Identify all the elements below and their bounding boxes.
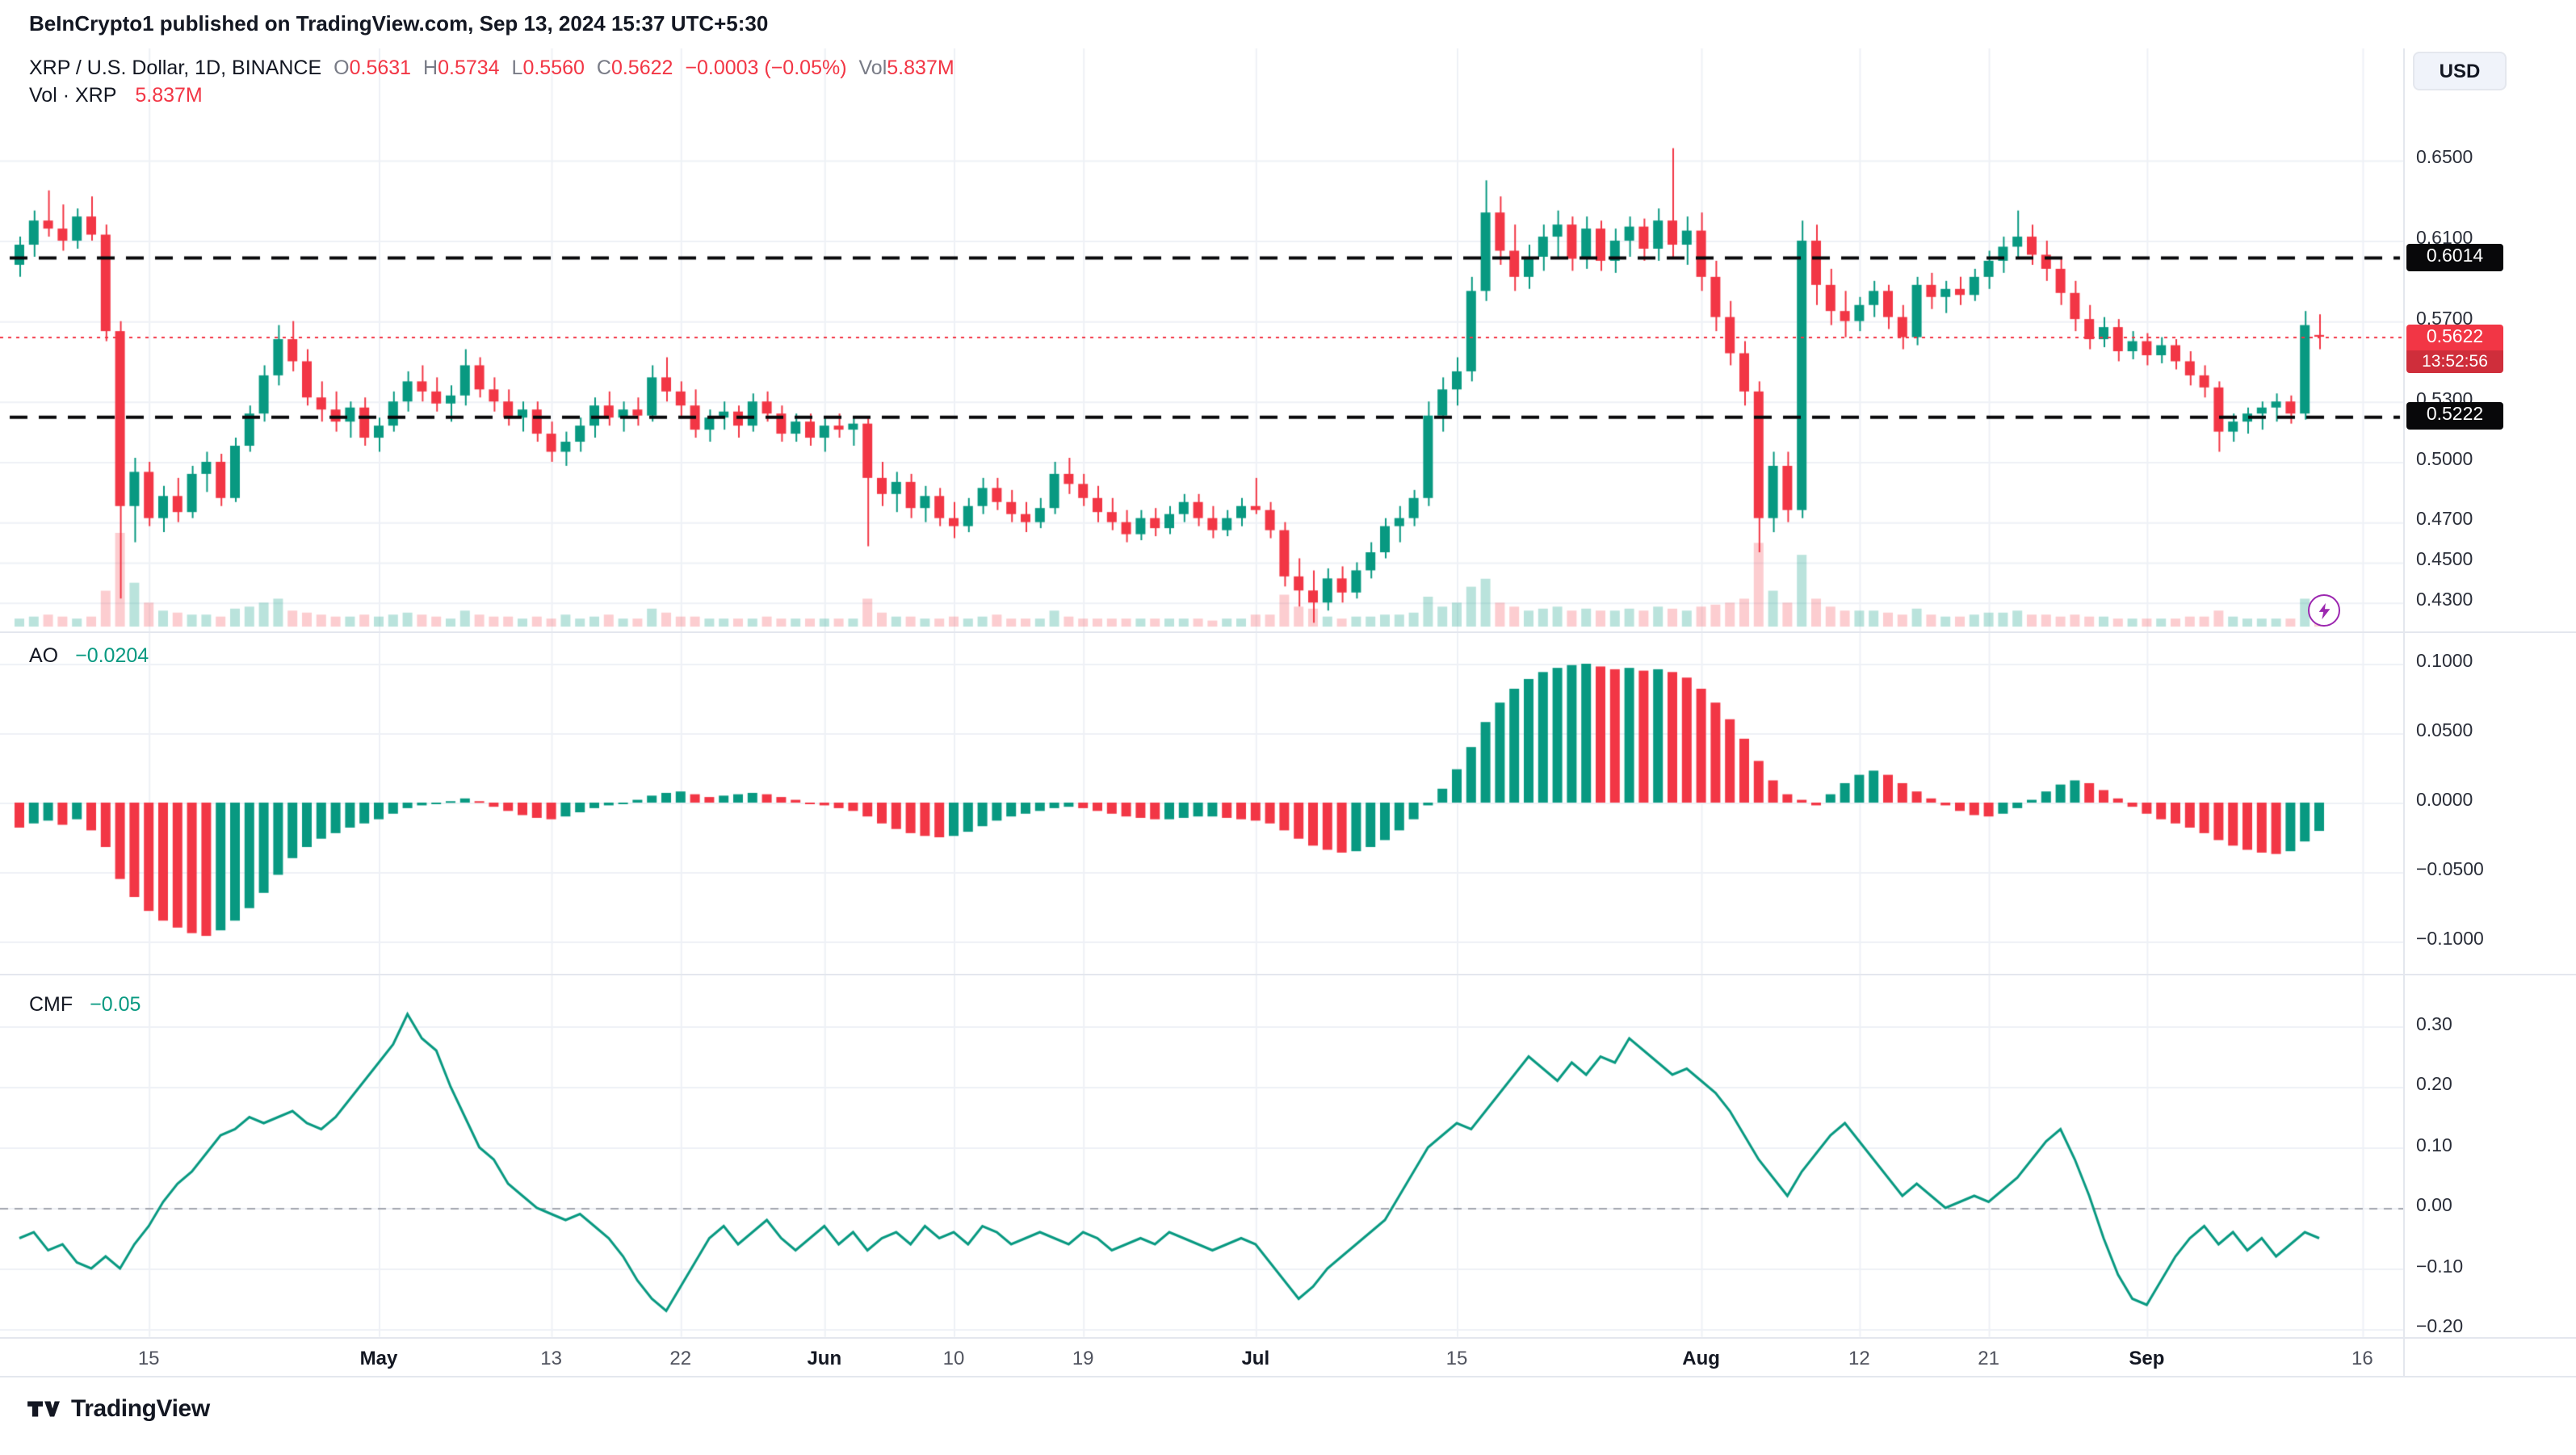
cmf-tick-label: −0.10 [2416, 1257, 2464, 1277]
price-tick-label: 0.4700 [2416, 510, 2473, 530]
time-tick-month: Jun [807, 1347, 842, 1369]
lightning-bolt-icon [2318, 602, 2330, 619]
currency-toggle-button[interactable]: USD [2413, 52, 2507, 90]
time-tick-day: 15 [137, 1347, 160, 1369]
price-tick-label: 0.5000 [2416, 450, 2473, 470]
symbol-title[interactable]: XRP / U.S. Dollar, 1D, BINANCE [29, 57, 322, 79]
ao-tick-label: −0.1000 [2416, 930, 2484, 950]
level-price-badge: 0.6014 [2406, 243, 2503, 271]
time-tick-day: 19 [1072, 1347, 1094, 1369]
close-label: C [596, 57, 611, 79]
cmf-tick-label: 0.30 [2416, 1015, 2452, 1034]
cmf-tick-label: 0.00 [2416, 1197, 2452, 1216]
price-tick-label: 0.4500 [2416, 551, 2473, 571]
time-tick-day: 12 [1848, 1347, 1870, 1369]
price-chart-canvas[interactable] [0, 48, 2403, 1376]
change-value: −0.0003 (−0.05%) [685, 57, 847, 79]
ao-tick-label: 0.0000 [2416, 791, 2473, 811]
ao-indicator-name[interactable]: AO [29, 644, 59, 667]
time-tick-day: 10 [942, 1347, 965, 1369]
time-tick-day: 21 [1978, 1347, 1999, 1369]
ao-pane-legend: AO −0.0204 [29, 644, 149, 667]
footer-divider [0, 1376, 2576, 1377]
high-label: H [423, 57, 438, 79]
price-axis-divider [2403, 48, 2405, 1376]
cmf-tick-label: −0.20 [2416, 1318, 2464, 1337]
time-tick-day: 13 [540, 1347, 562, 1369]
cmf-pane-legend: CMF −0.05 [29, 993, 141, 1016]
low-label: L [511, 57, 523, 79]
volume-label: Vol [858, 57, 887, 79]
ao-tick-label: 0.0500 [2416, 722, 2473, 741]
cmf-tick-label: 0.10 [2416, 1136, 2452, 1155]
attribution-header: BeInCrypto1 published on TradingView.com… [29, 11, 769, 36]
price-tick-label: 0.4300 [2416, 591, 2473, 611]
level-price-badge: 0.5222 [2406, 402, 2503, 430]
time-tick-month: Jul [1241, 1347, 1270, 1369]
ao-tick-label: 0.1000 [2416, 652, 2473, 672]
pane-divider-ao-cmf[interactable] [0, 974, 2576, 975]
time-tick-day: 22 [669, 1347, 692, 1369]
time-tick-day: 16 [2352, 1347, 2373, 1369]
time-tick-day: 15 [1445, 1347, 1468, 1369]
last-price-value: 0.5622 [2426, 327, 2484, 347]
low-value: 0.5560 [522, 57, 585, 79]
price-tick-label: 0.6500 [2416, 149, 2473, 169]
time-tick-month: Sep [2129, 1347, 2165, 1369]
time-tick-month: Aug [1682, 1347, 1720, 1369]
cmf-indicator-value: −0.05 [90, 993, 141, 1016]
time-axis[interactable]: 15 May 13 22 Jun 10 19 Jul 15 Aug 12 21 Sep 16 [0, 1339, 2403, 1376]
open-label: O [334, 57, 350, 79]
ao-tick-label: −0.0500 [2416, 861, 2484, 880]
high-value: 0.5734 [438, 57, 500, 79]
time-tick-month: May [359, 1347, 398, 1369]
close-value: 0.5622 [610, 57, 673, 79]
tradingview-logo-icon [27, 1401, 60, 1417]
ao-indicator-value: −0.0204 [75, 644, 149, 667]
open-value: 0.5631 [349, 57, 412, 79]
volume-value: 5.837M [887, 57, 954, 79]
last-price-badge: 0.5622 13:52:56 [2406, 324, 2503, 373]
instant-trading-button[interactable] [2308, 594, 2340, 627]
cmf-indicator-name[interactable]: CMF [29, 993, 73, 1016]
time-axis-divider [0, 1337, 2576, 1339]
cmf-tick-label: 0.20 [2416, 1076, 2452, 1095]
volume-row-value: 5.837M [135, 84, 203, 107]
pane-divider-main-ao[interactable] [0, 631, 2576, 633]
bar-countdown-timer: 13:52:56 [2406, 350, 2503, 373]
tradingview-brand-text: TradingView [71, 1395, 210, 1423]
volume-legend: Vol · XRP 5.837M [29, 84, 209, 107]
tradingview-footer-link[interactable]: TradingView [26, 1395, 210, 1423]
symbol-legend: XRP / U.S. Dollar, 1D, BINANCE O0.5631 H… [29, 57, 961, 79]
volume-row-label[interactable]: Vol · XRP [29, 84, 117, 107]
